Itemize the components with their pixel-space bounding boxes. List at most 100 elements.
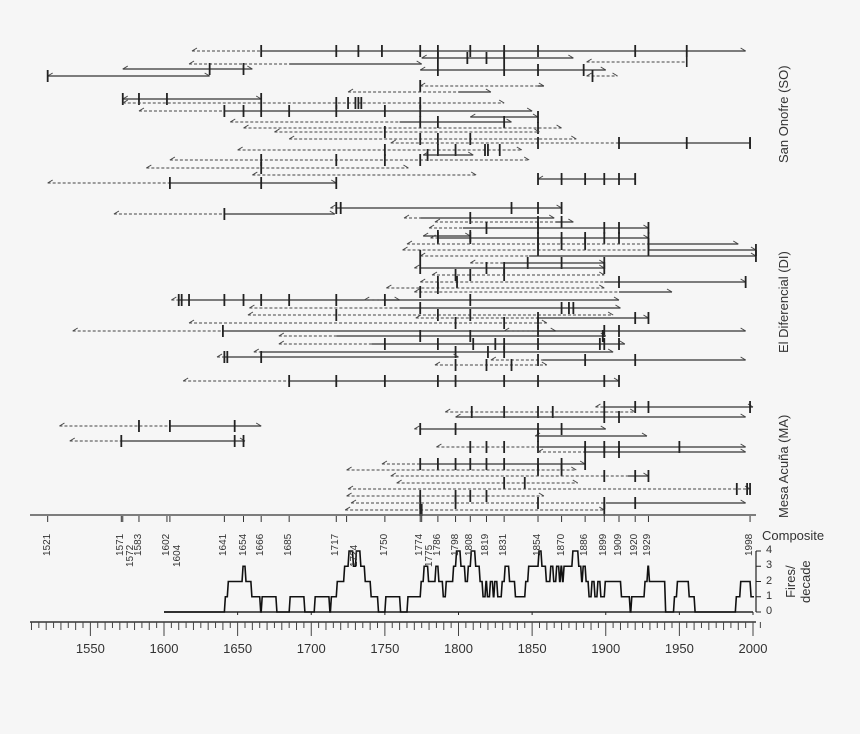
inner-ring-icon	[436, 443, 442, 448]
fires-ytick-label: 0	[766, 605, 773, 617]
composite-label: Composite	[762, 528, 825, 543]
tree-sample	[415, 312, 650, 324]
composite-year-label: 1583	[132, 533, 144, 556]
inner-ring-icon	[188, 60, 195, 65]
outer-ring-icon	[607, 311, 614, 316]
outer-ring-icon	[571, 466, 577, 471]
tree-sample	[430, 232, 650, 244]
outer-ring-icon	[613, 296, 620, 301]
composite-year-label: 1750	[378, 533, 390, 556]
tree-sample	[431, 269, 605, 281]
composite-year-label: 1929	[642, 533, 654, 556]
outer-ring-icon	[470, 171, 477, 176]
inner-ring-icon	[278, 340, 285, 345]
outer-ring-icon	[523, 156, 530, 161]
outer-ring-icon	[538, 82, 545, 87]
tree-sample	[455, 411, 746, 423]
composite-year-label: 1604	[171, 544, 183, 567]
outer-ring-icon	[204, 72, 210, 77]
composite-year-label: 1717	[330, 533, 342, 556]
tree-sample	[243, 122, 562, 134]
inner-ring-icon	[288, 135, 295, 140]
fires-ytick-label: 2	[766, 574, 773, 587]
inner-ring-icon	[216, 353, 223, 358]
outer-ring-icon	[416, 60, 422, 65]
inner-ring-icon	[390, 139, 397, 144]
inner-ring-icon	[406, 240, 413, 245]
tree-sample	[421, 52, 574, 64]
outer-ring-icon	[607, 348, 614, 353]
year-tick-label: 1750	[370, 641, 400, 656]
fires-per-decade-label: Fires/ decade	[783, 560, 813, 603]
tree-sample	[188, 317, 548, 329]
inner-ring-icon	[171, 296, 177, 301]
composite-year-label: 1521	[41, 533, 53, 556]
tree-sample	[381, 458, 587, 470]
outer-ring-icon	[526, 107, 533, 112]
inner-ring-icon	[347, 88, 354, 93]
composite-year-label: 1998	[744, 533, 756, 556]
year-tick-label: 2000	[738, 641, 768, 656]
outer-ring-icon	[740, 443, 746, 448]
outer-ring-icon	[516, 146, 523, 151]
composite-year-label: 1685	[283, 533, 295, 556]
inner-ring-icon	[243, 124, 249, 129]
composite-axis	[30, 514, 756, 522]
inner-ring-icon	[396, 479, 402, 484]
inner-ring-icon	[69, 437, 76, 442]
inner-ring-icon	[434, 218, 441, 223]
composite-year-label: 1854	[532, 533, 543, 556]
composite-year-label: 1831	[498, 533, 510, 556]
inner-ring-icon	[503, 327, 510, 332]
outer-ring-icon	[740, 413, 746, 418]
outer-ring-icon	[600, 66, 607, 71]
composite-year-label: 1886	[579, 533, 591, 556]
inner-ring-icon	[346, 466, 352, 471]
inner-ring-icon	[330, 204, 336, 209]
tree-sample	[346, 464, 577, 476]
tree-sample	[419, 250, 757, 262]
inner-ring-icon	[350, 499, 357, 504]
tree-sample	[414, 423, 607, 435]
inner-ring-icon	[490, 356, 497, 361]
inner-ring-icon	[47, 179, 53, 184]
composite-year-label: 1808	[464, 533, 476, 556]
inner-ring-icon	[421, 54, 427, 59]
outer-ring-icon	[498, 99, 505, 104]
composite-year-label: 1654	[237, 533, 249, 556]
inner-ring-icon	[595, 403, 601, 408]
outer-ring-icon	[619, 340, 626, 345]
inner-ring-icon	[247, 311, 254, 316]
tree-sample	[396, 477, 579, 489]
inner-ring-icon	[386, 284, 392, 289]
tree-sample	[252, 171, 477, 176]
inner-ring-icon	[113, 210, 120, 215]
outer-ring-icon	[572, 479, 579, 484]
tree-sample	[419, 80, 545, 92]
inner-ring-icon	[191, 47, 198, 52]
tree-sample	[146, 162, 409, 174]
inner-ring-icon	[169, 156, 176, 161]
inner-ring-icon	[274, 128, 280, 133]
inner-ring-icon	[470, 113, 476, 118]
inner-ring-icon	[403, 214, 410, 219]
tree-sample	[419, 64, 607, 76]
fires-per-decade-line	[164, 550, 754, 613]
inner-ring-icon	[252, 171, 258, 176]
tree-sample-series	[46, 45, 757, 516]
inner-ring-icon	[434, 361, 441, 366]
tree-sample	[330, 202, 563, 214]
fires-ytick-label: 4	[766, 544, 773, 556]
tree-sample	[537, 173, 637, 185]
outer-ring-icon	[740, 448, 746, 453]
fires-label-line1: Fires/	[783, 565, 798, 598]
outer-ring-icon	[641, 432, 648, 437]
inner-ring-icon	[455, 413, 461, 418]
composite-year-label: 1798	[449, 533, 461, 556]
outer-ring-icon	[548, 214, 555, 219]
inner-ring-icon	[344, 506, 351, 511]
inner-ring-icon	[428, 224, 435, 229]
inner-ring-icon	[422, 232, 429, 237]
inner-ring-icon	[122, 99, 129, 104]
inner-ring-icon	[122, 65, 129, 70]
